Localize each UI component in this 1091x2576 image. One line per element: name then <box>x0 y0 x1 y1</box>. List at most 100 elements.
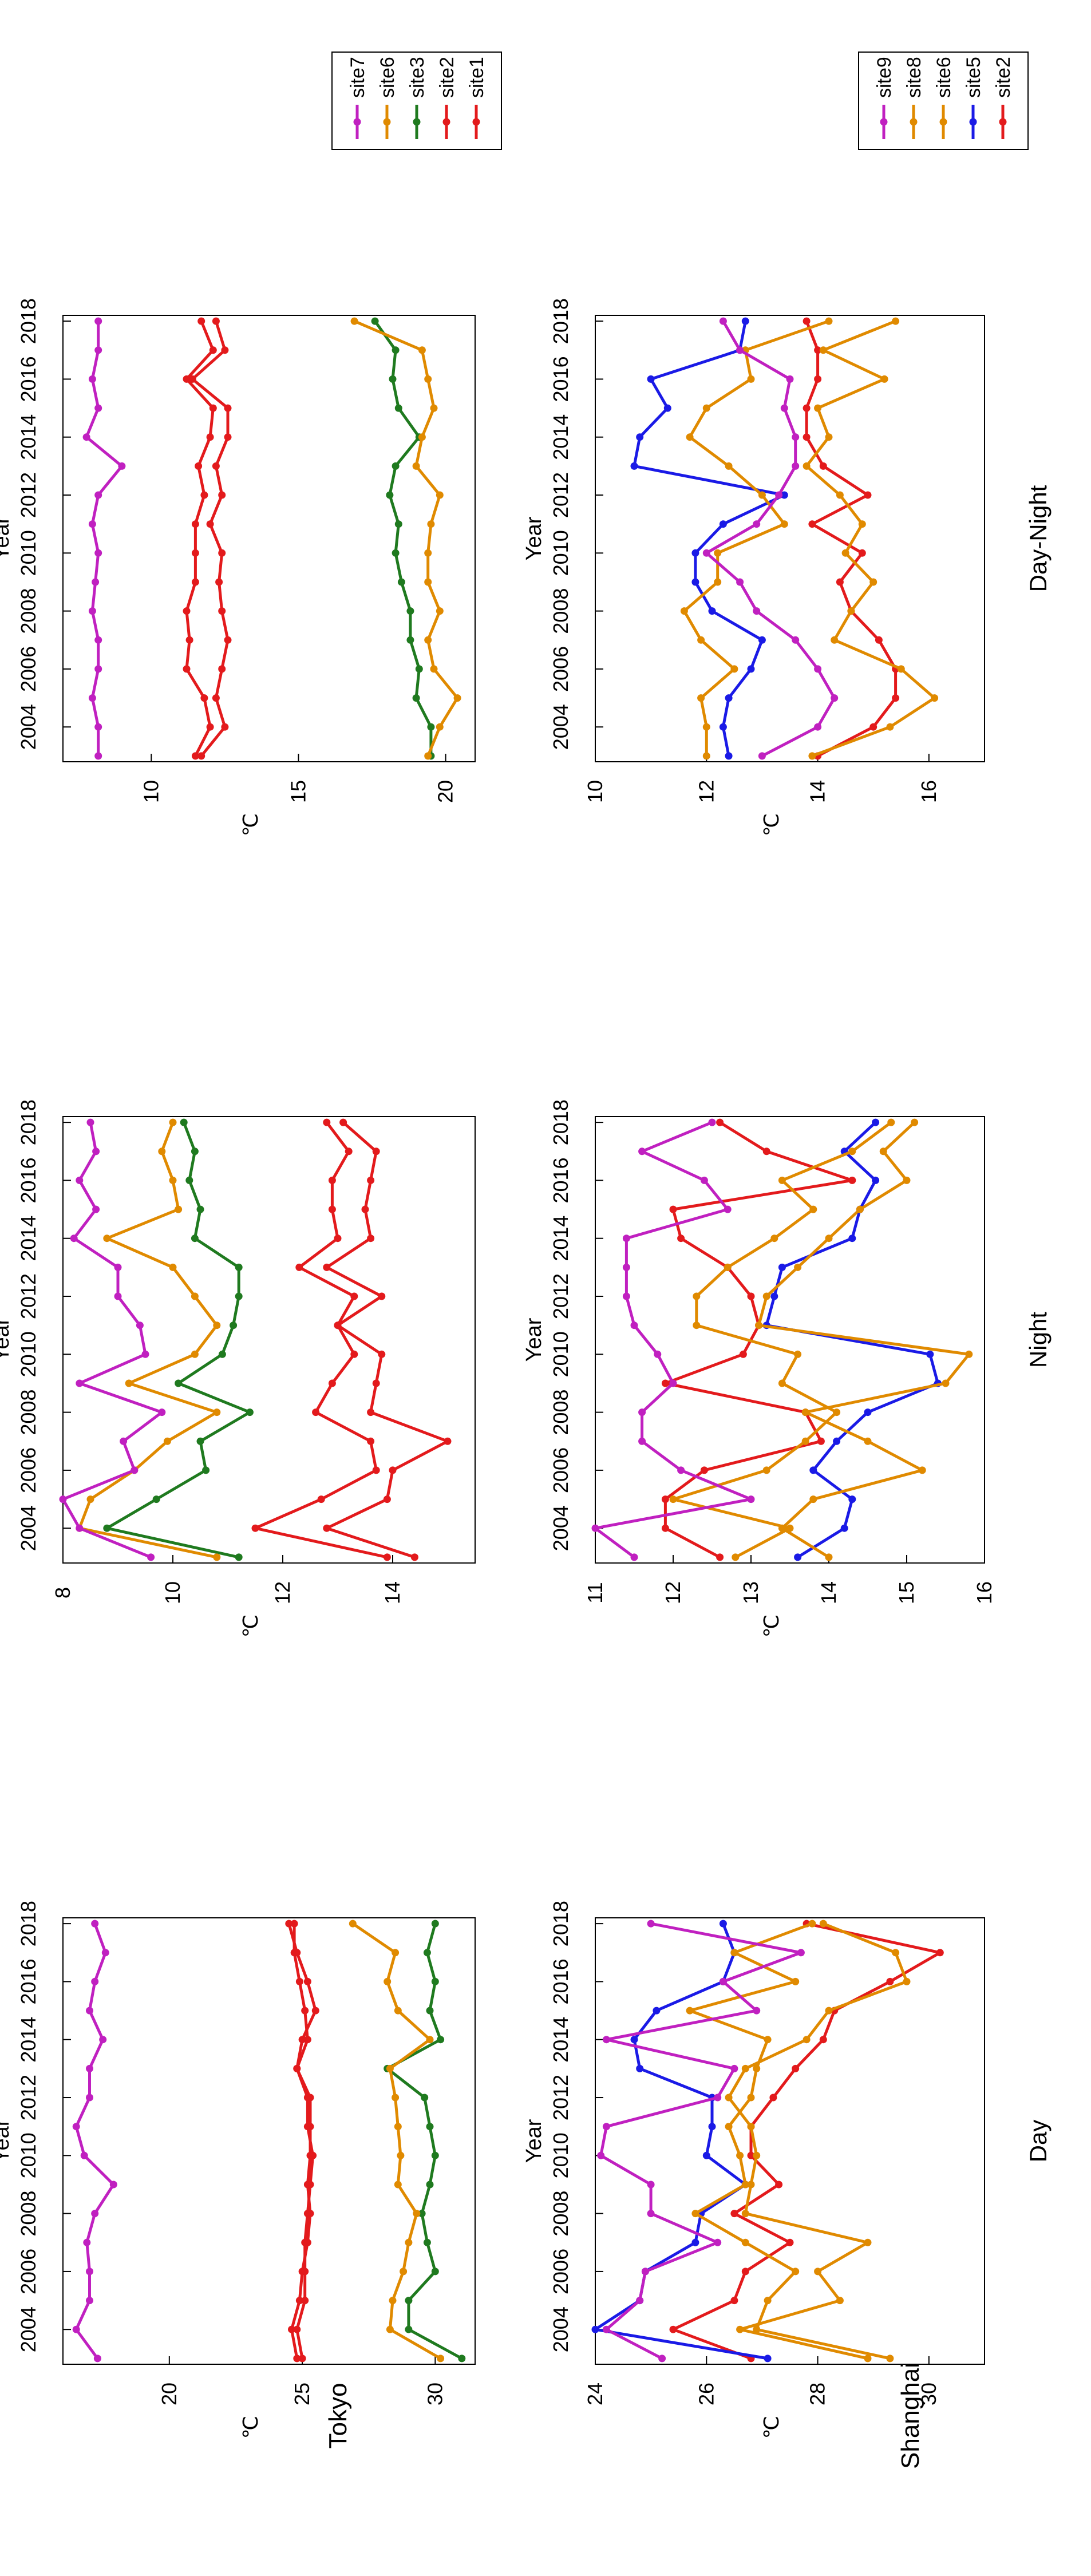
data-point-shanghai-night-site9-2008 <box>638 1408 646 1416</box>
data-point-shanghai-day-night-site9-2004 <box>814 723 822 731</box>
data-point-tokyo-day-night-site1-2015 <box>209 404 217 412</box>
series-line-tokyo-day-night-site2 <box>191 320 230 757</box>
data-point-shanghai-day-night-site9-2014 <box>792 433 800 441</box>
data-point-tokyo-night-site2-2015 <box>328 1205 336 1213</box>
y-tick-label-tokyo-night-12: 12 <box>271 1581 294 1604</box>
data-point-shanghai-day-night-site9-2013 <box>792 462 800 470</box>
series-line-tokyo-day-night-site3 <box>374 320 433 756</box>
data-point-tokyo-day-site7-2005 <box>86 2297 93 2305</box>
data-point-shanghai-day-night-site9-2016 <box>786 375 794 383</box>
data-point-tokyo-night-site6-2012 <box>191 1292 199 1300</box>
data-point-tokyo-night-site3-2010 <box>218 1350 226 1358</box>
data-point-shanghai-day-night-site5-2016 <box>647 375 655 383</box>
data-point-shanghai-day-site5-2014 <box>630 2036 638 2044</box>
data-point-shanghai-night-site6-2005 <box>809 1495 817 1503</box>
legend-marker-shanghai-site6 <box>939 118 947 126</box>
data-point-shanghai-day-night-site5-2006 <box>747 665 755 673</box>
data-point-tokyo-day-night-site6-2006 <box>430 665 438 673</box>
data-point-tokyo-night-site3-2012 <box>235 1292 243 1300</box>
data-point-tokyo-night-site3-2004 <box>103 1524 111 1532</box>
data-point-tokyo-day-night-site6-2018 <box>350 317 358 325</box>
data-point-tokyo-day-site7-2012 <box>86 2094 93 2102</box>
data-point-tokyo-day-night-site7-2013 <box>118 462 126 470</box>
y-tick-label-shanghai-day-night-14: 14 <box>806 780 829 803</box>
data-point-tokyo-day-night-site6-2012 <box>436 491 444 499</box>
data-point-tokyo-day-site6-2013 <box>386 2064 394 2072</box>
data-point-tokyo-day-site6-2017 <box>392 1949 400 1957</box>
data-point-shanghai-night-site8-2003 <box>732 1553 740 1561</box>
x-tick-label-shanghai-day-night-2012: 2012 <box>549 472 572 518</box>
x-axis-label-tokyo-night: Year <box>0 1317 14 1362</box>
data-point-tokyo-day-night-site3-2008 <box>406 607 414 615</box>
x-axis-label-tokyo-day: Year <box>0 2119 14 2163</box>
data-point-shanghai-day-site9-2016 <box>719 1977 727 1985</box>
data-point-shanghai-day-site8-2018 <box>819 1920 827 1928</box>
data-point-tokyo-day-night-site7-2011 <box>88 520 96 528</box>
x-axis-label-shanghai-night: Year <box>522 1317 546 1362</box>
data-point-shanghai-day-night-site2-2011 <box>808 520 816 528</box>
data-point-tokyo-day-site2-2005 <box>301 2297 309 2305</box>
data-point-shanghai-day-site6-2009 <box>741 2181 749 2189</box>
data-point-tokyo-day-site6-2011 <box>394 2123 402 2131</box>
data-point-shanghai-day-site6-2007 <box>741 2238 749 2246</box>
data-point-shanghai-day-night-site8-2010 <box>841 549 849 557</box>
data-point-shanghai-day-night-site5-2012 <box>780 491 788 499</box>
data-point-shanghai-day-night-site5-2004 <box>719 723 727 731</box>
series-line-shanghai-night-site8 <box>671 1121 892 1559</box>
series-line-tokyo-night-site2 <box>254 1121 388 1559</box>
x-tick-label-shanghai-night-2006: 2006 <box>549 1447 572 1493</box>
series-line-shanghai-night-site6 <box>757 1121 971 1559</box>
data-point-tokyo-day-site6-2014 <box>426 2036 434 2044</box>
data-point-tokyo-night-site7-2013 <box>114 1263 122 1271</box>
x-axis-label-tokyo-day-night: Year <box>0 516 14 560</box>
data-point-shanghai-day-night-site8-2009 <box>869 578 877 586</box>
data-point-tokyo-day-site3-2014 <box>437 2036 445 2044</box>
data-point-shanghai-day-site6-2008 <box>691 2210 699 2218</box>
data-point-tokyo-night-site6-2017 <box>158 1147 166 1156</box>
x-tick-label-tokyo-day-2016: 2016 <box>17 1958 40 2004</box>
data-point-tokyo-day-night-site2-2005 <box>212 694 220 702</box>
y-tick-label-shanghai-day-night-12: 12 <box>694 780 718 803</box>
data-point-tokyo-night-site1-2014 <box>367 1234 375 1243</box>
data-point-tokyo-day-site1-2003 <box>293 2355 301 2363</box>
data-point-tokyo-day-site7-2013 <box>86 2064 93 2072</box>
data-point-tokyo-night-site3-2018 <box>180 1118 188 1126</box>
data-point-shanghai-day-site5-2018 <box>719 1920 727 1928</box>
y-tick-label-shanghai-night-14: 14 <box>817 1581 840 1604</box>
data-point-shanghai-day-site9-2012 <box>714 2094 722 2102</box>
data-point-shanghai-night-site5-2003 <box>794 1553 802 1561</box>
data-point-tokyo-night-site2-2007 <box>367 1437 375 1445</box>
data-point-shanghai-day-site2-2010 <box>747 2151 755 2159</box>
y-tick-label-tokyo-night-14: 14 <box>381 1581 404 1604</box>
data-point-shanghai-day-night-site2-2007 <box>875 636 883 644</box>
x-tick-label-shanghai-night-2014: 2014 <box>549 1216 572 1261</box>
data-point-shanghai-night-site8-2017 <box>848 1147 856 1156</box>
data-point-shanghai-day-site8-2017 <box>892 1949 900 1957</box>
data-point-tokyo-day-site7-2011 <box>72 2123 80 2131</box>
data-point-tokyo-night-site7-2014 <box>70 1234 78 1243</box>
data-point-tokyo-day-night-site6-2017 <box>418 346 426 354</box>
data-point-tokyo-day-night-site6-2013 <box>412 462 420 470</box>
legend-label-shanghai-site2: site2 <box>993 57 1014 98</box>
data-point-shanghai-day-site6-2015 <box>686 2007 694 2015</box>
data-point-shanghai-night-site8-2016 <box>778 1176 786 1184</box>
data-point-tokyo-night-site2-2008 <box>312 1408 320 1416</box>
series-line-tokyo-day-night-site1 <box>185 320 215 757</box>
data-point-tokyo-night-site1-2013 <box>323 1263 331 1271</box>
legend-label-shanghai-site9: site9 <box>873 57 895 98</box>
data-point-shanghai-night-site6-2008 <box>801 1408 809 1416</box>
x-tick-label-shanghai-day-night-2004: 2004 <box>549 704 572 750</box>
data-point-tokyo-day-site7-2004 <box>72 2325 80 2333</box>
panel-title-night: Night <box>1025 1312 1052 1368</box>
data-point-shanghai-day-night-site6-2012 <box>758 491 766 499</box>
data-point-shanghai-night-site5-2008 <box>864 1408 872 1416</box>
data-point-tokyo-day-night-site1-2005 <box>200 694 208 702</box>
data-point-tokyo-day-site7-2009 <box>109 2181 117 2189</box>
data-point-tokyo-day-site2-2007 <box>301 2238 309 2246</box>
x-tick-label-tokyo-day-2018: 2018 <box>17 1901 40 1946</box>
x-tick-label-shanghai-day-2018: 2018 <box>549 1901 572 1946</box>
data-point-shanghai-night-site8-2011 <box>693 1321 701 1329</box>
data-point-shanghai-day-night-site8-2007 <box>831 636 839 644</box>
data-point-tokyo-day-site3-2015 <box>426 2007 434 2015</box>
y-tick-label-tokyo-night-10: 10 <box>161 1581 184 1604</box>
